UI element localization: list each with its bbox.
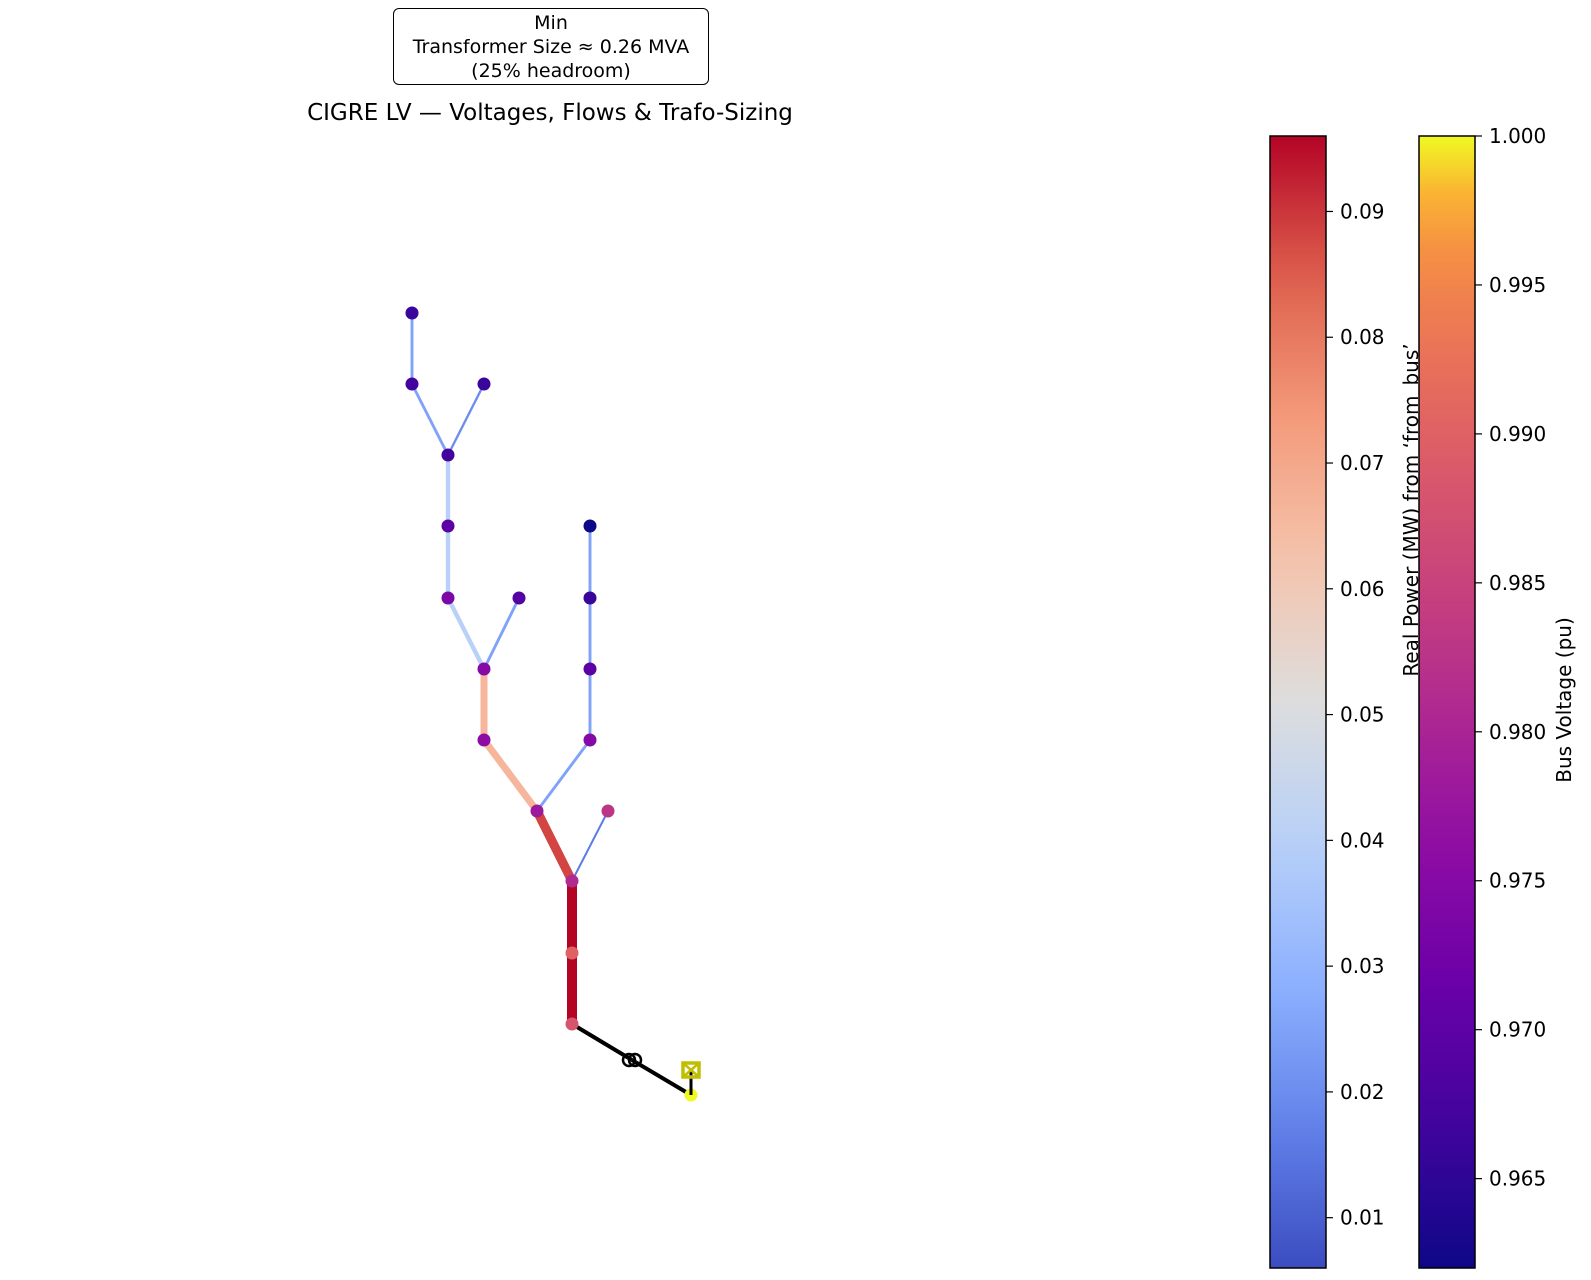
power-colorbar-tick-label: 0.05	[1340, 703, 1385, 727]
bus-b8	[441, 591, 455, 605]
line-b6-b8	[446, 597, 486, 670]
power-colorbar-tick-label: 0.02	[1340, 1080, 1385, 1104]
line-layer	[410, 313, 609, 1024]
voltage-colorbar-tick: 0.975	[1475, 869, 1546, 893]
power-colorbar-tick-label: 0.03	[1340, 954, 1385, 978]
voltage-colorbar-fill	[1418, 135, 1476, 1269]
bus-b15	[583, 662, 597, 676]
power-colorbar-fill	[1269, 135, 1327, 1269]
power-colorbar-tick-label: 0.01	[1340, 1206, 1385, 1230]
voltage-colorbar-tick: 0.985	[1475, 571, 1546, 595]
ext-grid-icon	[681, 1061, 701, 1079]
bus-b6	[477, 662, 491, 676]
bus-b11	[477, 377, 491, 391]
bus-b2	[565, 874, 579, 888]
line-b2-b3	[571, 810, 609, 882]
voltage-colorbar-tick-label: 1.000	[1489, 124, 1546, 148]
annotation-transformer-size: Transformer Size ≈ 0.26 MVA	[412, 36, 690, 58]
voltage-colorbar-tick: 0.990	[1475, 422, 1546, 446]
bus-b10	[441, 448, 455, 462]
bus-b4	[530, 804, 544, 818]
line-b10-b12	[410, 383, 450, 456]
bus-b5	[477, 733, 491, 747]
bus-layer	[405, 306, 615, 1031]
diagram-title: CIGRE LV — Voltages, Flows & Trafo-Sizin…	[307, 100, 793, 126]
voltage-colorbar-tick-label: 0.985	[1489, 571, 1546, 595]
transformer-size-annotation: Min Transformer Size ≈ 0.26 MVA (25% hea…	[393, 8, 709, 85]
annotation-case-label: Min	[534, 12, 568, 34]
bus-b13	[405, 306, 419, 320]
external-connection-layer	[570, 1022, 693, 1097]
voltage-colorbar-tick: 0.995	[1475, 273, 1546, 297]
external-line-trafo-ext	[630, 1058, 693, 1097]
voltage-colorbar-tick-label: 0.990	[1489, 422, 1546, 446]
power-colorbar-tick: 0.02	[1326, 1080, 1385, 1104]
power-colorbar-ticks: 0.01 0.02 0.03 0.04 0.05 0.06 0.07 0.08 0.09	[1326, 199, 1385, 1230]
bus-b17	[583, 519, 597, 533]
power-colorbar: 0.010.020.030.040.050.060.070.080.09 Rea…	[1269, 135, 1423, 1269]
bus-b16	[583, 591, 597, 605]
grid-symbol-layer	[621, 1052, 701, 1102]
external-line-b1-trafo	[570, 1022, 634, 1062]
voltage-colorbar-tick-label: 0.970	[1489, 1018, 1546, 1042]
bus-b3	[601, 804, 615, 818]
voltage-colorbar-tick-label: 0.995	[1489, 273, 1546, 297]
power-colorbar-tick-label: 0.09	[1340, 199, 1385, 223]
line-b2-b4	[532, 808, 577, 884]
power-colorbar-tick: 0.08	[1326, 325, 1385, 349]
power-colorbar-tick: 0.09	[1326, 199, 1385, 223]
voltage-colorbar-tick: 0.965	[1475, 1167, 1546, 1191]
power-colorbar-tick-label: 0.04	[1340, 828, 1385, 852]
voltage-colorbar-tick-label: 0.965	[1489, 1167, 1546, 1191]
transformer-winding-2	[627, 1052, 643, 1068]
transformer-winding-1	[621, 1052, 637, 1068]
bus-b0	[565, 946, 579, 960]
bus-b1	[565, 1017, 579, 1031]
bus-b9	[441, 519, 455, 533]
voltage-colorbar-tick: 0.970	[1475, 1018, 1546, 1042]
bus-b12	[405, 377, 419, 391]
power-colorbar-tick: 0.07	[1326, 451, 1385, 475]
line-b4-b5	[481, 737, 540, 814]
power-colorbar-tick: 0.01	[1326, 1206, 1385, 1230]
voltage-colorbar-tick: 0.980	[1475, 720, 1546, 744]
line-b10-b11	[446, 383, 486, 456]
voltage-colorbar-ticks: 0.965 0.970 0.975 0.980 0.985 0.990 0.995 1.000	[1475, 124, 1546, 1191]
voltage-colorbar-tick-label: 0.975	[1489, 869, 1546, 893]
annotation-headroom: (25% headroom)	[471, 60, 631, 82]
line-b6-b7	[482, 597, 521, 670]
voltage-colorbar-tick-label: 0.980	[1489, 720, 1546, 744]
voltage-colorbar: 0.965 0.970 0.975 0.980 0.985 0.990 0.995 1.000…	[1418, 124, 1576, 1269]
power-colorbar-tick-label: 0.06	[1340, 577, 1385, 601]
power-colorbar-tick: 0.04	[1326, 828, 1385, 852]
bus-b14	[583, 733, 597, 747]
power-colorbar-tick-label: 0.07	[1340, 451, 1385, 475]
line-b4-b14	[535, 739, 592, 812]
power-colorbar-tick: 0.03	[1326, 954, 1385, 978]
voltage-colorbar-tick: 1.000	[1475, 124, 1546, 148]
power-colorbar-tick: 0.06	[1326, 577, 1385, 601]
voltage-colorbar-label: Bus Voltage (pu)	[1552, 617, 1576, 783]
power-colorbar-tick: 0.05	[1326, 703, 1385, 727]
power-colorbar-tick-label: 0.08	[1340, 325, 1385, 349]
bus-b7	[512, 591, 526, 605]
